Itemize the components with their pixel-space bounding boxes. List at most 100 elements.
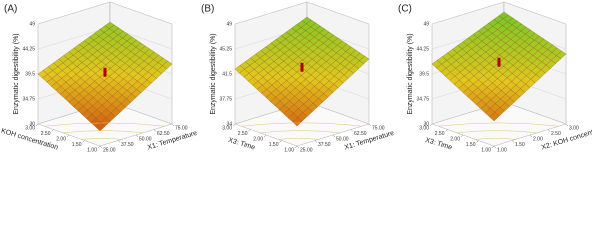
- y-tick-label: 1.50: [269, 142, 279, 148]
- x-tick: [135, 134, 139, 138]
- y-tick-label: 1.00: [284, 147, 294, 153]
- x-tick-label: 75.00: [175, 125, 188, 131]
- x-tick: [296, 145, 300, 149]
- x-tick-label: 2.50: [551, 131, 561, 137]
- center-point: [497, 57, 501, 67]
- z-tick-label: 49: [226, 21, 232, 27]
- x-tick: [493, 145, 497, 149]
- z-tick-label: 41.5: [222, 71, 232, 77]
- y-tick-label: 1.50: [72, 142, 82, 148]
- panel-label: (C): [398, 4, 412, 15]
- y-tick-label: 2.50: [41, 131, 51, 137]
- center-point: [300, 62, 304, 72]
- panel-label: (B): [201, 4, 214, 15]
- x-tick-label: 1.50: [515, 142, 525, 148]
- center-point: [103, 67, 107, 77]
- x-tick: [332, 134, 336, 138]
- x-tick-label: 1.00: [497, 147, 507, 153]
- contour: [62, 130, 144, 134]
- y-tick-label: 2.00: [253, 136, 263, 142]
- y-tick: [429, 123, 433, 127]
- y-tick: [294, 145, 298, 149]
- x-tick-label: 25.00: [103, 147, 116, 153]
- contour: [475, 138, 516, 140]
- x-tick-label: 37.50: [121, 142, 134, 148]
- z-axis-label: Enzymatic digestibility (%): [407, 33, 414, 114]
- z-axis-label: Enzymatic digestibility (%): [210, 33, 217, 114]
- grid-line: [431, 1, 567, 25]
- x-tick-label: 37.50: [318, 142, 331, 148]
- grid-line: [37, 1, 173, 25]
- y-tick-label: 2.00: [56, 136, 66, 142]
- z-tick-label: 49: [29, 21, 35, 27]
- y-tick-label: 3.00: [222, 125, 232, 131]
- z-tick-label: 45.25: [219, 46, 232, 52]
- y-tick: [51, 129, 54, 132]
- z-tick-label: 34.75: [22, 96, 35, 102]
- contour: [81, 138, 122, 140]
- y-tick-label: 2.00: [450, 136, 460, 142]
- x-tick: [99, 145, 103, 149]
- y-tick-label: 3.00: [419, 125, 429, 131]
- surface: [431, 11, 567, 122]
- z-tick-label: 34: [226, 121, 232, 127]
- grid-line: [234, 1, 370, 25]
- y-tick: [82, 140, 85, 143]
- z-tick-label: 37.75: [219, 96, 232, 102]
- panel-label: (A): [4, 4, 17, 15]
- x-tick-label: 62.50: [354, 131, 367, 137]
- x-axis-label: X1: Temperature: [147, 130, 199, 152]
- x-tick: [529, 134, 533, 138]
- x-tick: [565, 123, 569, 127]
- y-tick-label: 2.50: [435, 131, 445, 137]
- y-tick: [232, 123, 236, 127]
- y-tick: [460, 134, 464, 138]
- x-tick: [153, 129, 157, 132]
- x-tick: [511, 140, 515, 143]
- x-tick: [547, 129, 551, 132]
- x-tick-label: 75.00: [372, 125, 385, 131]
- y-tick-label: 1.00: [87, 147, 97, 153]
- contour: [44, 122, 165, 127]
- contour: [438, 122, 559, 127]
- x-axis-label: X1: Temperature: [344, 130, 396, 152]
- y-tick: [263, 134, 267, 138]
- x-tick: [117, 140, 121, 143]
- x-tick-label: 3.00: [569, 125, 579, 131]
- y-tick-label: 1.00: [481, 147, 491, 153]
- x-tick: [350, 129, 354, 132]
- contour: [259, 130, 341, 134]
- z-axis-label: Enzymatic digestibility (%): [13, 33, 20, 114]
- y-axis-label: X3: Time: [227, 137, 256, 152]
- z-tick-label: 30: [423, 121, 429, 127]
- y-tick: [97, 145, 101, 149]
- y-tick-label: 3.00: [25, 125, 35, 131]
- y-tick: [279, 140, 282, 143]
- surface-patch: [95, 122, 106, 132]
- x-tick-label: 50.00: [139, 136, 152, 142]
- y-tick: [491, 145, 495, 149]
- z-tick-label: 44.25: [416, 46, 429, 52]
- y-axis-label: X3: Time: [424, 137, 453, 152]
- y-tick: [248, 129, 251, 132]
- y-tick: [476, 140, 479, 143]
- y-tick: [445, 129, 448, 132]
- contour: [241, 122, 362, 127]
- x-tick-label: 62.50: [157, 131, 170, 137]
- z-tick-label: 39.5: [419, 71, 429, 77]
- x-tick-label: 2.00: [533, 136, 543, 142]
- y-tick: [35, 123, 39, 127]
- surface: [37, 21, 173, 132]
- x-tick: [171, 123, 175, 127]
- y-tick-label: 1.50: [466, 142, 476, 148]
- x-tick: [368, 123, 372, 127]
- y-tick-label: 2.50: [238, 131, 248, 137]
- x-tick: [314, 140, 318, 143]
- z-tick-label: 30: [29, 121, 35, 127]
- figure: (A) 30 34.75 39.5 44.25 49 Enzymatic digestibi…: [0, 1, 592, 153]
- z-tick-label: 39.5: [25, 71, 35, 77]
- surface: [234, 16, 370, 127]
- x-tick-label: 50.00: [336, 136, 349, 142]
- z-tick-label: 49: [423, 21, 429, 27]
- contour: [456, 130, 538, 134]
